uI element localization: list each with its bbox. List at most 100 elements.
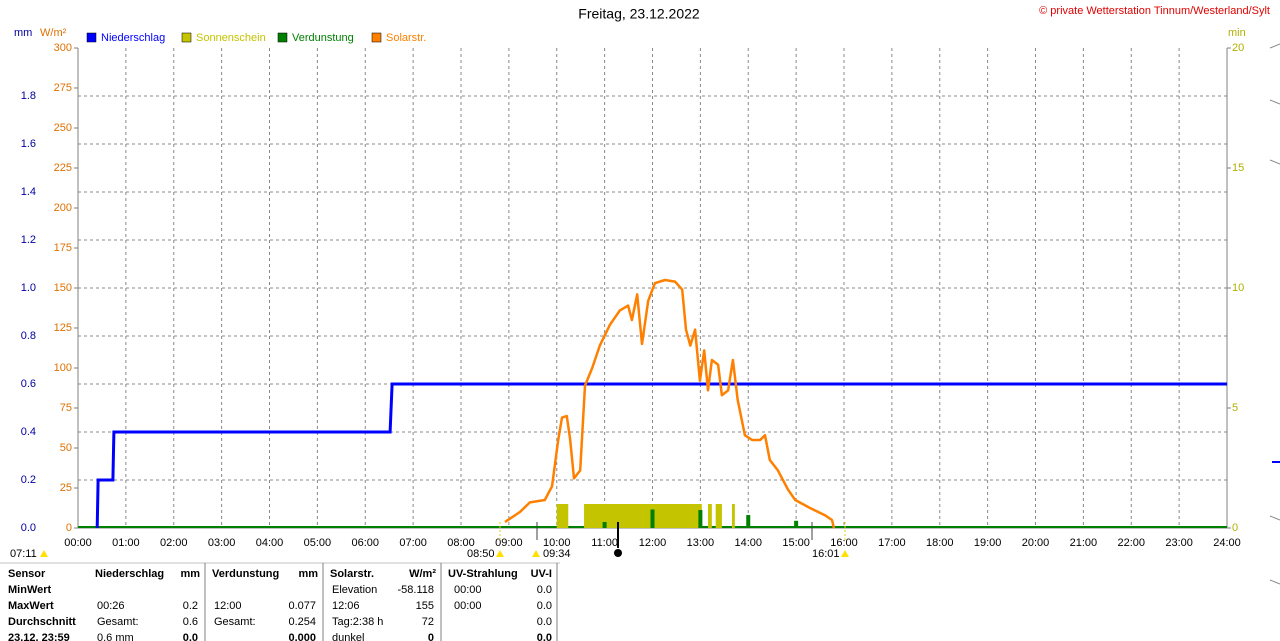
y3-tick-label: 10 [1232,282,1244,294]
table-header-unit: mm [180,568,200,580]
y2-tick-label: 1.2 [21,234,36,246]
table-header-unit: mm [298,568,318,580]
sunshine-bar [556,504,569,528]
row-label: MinWert [8,584,52,596]
cell-text: dunkel [332,632,364,641]
x-tick-label: 09:00 [495,537,523,549]
y3-tick-label: 15 [1232,162,1244,174]
x-tick-label: 16:00 [830,537,858,549]
cell-text: 12:00 [214,600,242,612]
y-tick-label: 25 [60,482,72,494]
y-tick-label: 50 [60,442,72,454]
table-header: Niederschlag [95,568,164,580]
cell-value: 0.0 [537,584,552,596]
evaporation-spike [746,515,751,528]
x-tick-label: 05:00 [304,537,332,549]
y2-tick-label: 0.0 [21,522,36,534]
copyright: © private Wetterstation Tinnum/Westerlan… [1039,5,1270,17]
legend-swatch [277,32,288,43]
solar-noon [614,549,622,557]
side-tick [1269,43,1280,49]
cell-text: 00:26 [97,600,125,612]
row-label: Durchschnitt [8,616,76,628]
x-tick-label: 21:00 [1070,537,1098,549]
sun-marker [532,550,540,557]
table-header-unit: W/m² [409,568,436,580]
y-tick-label: 100 [54,362,72,374]
x-tick-label: 14:00 [734,537,762,549]
y3-tick-label: 0 [1232,522,1238,534]
sunshine-bar [584,504,702,528]
cell-text: Elevation [332,584,377,596]
sunshine-bar [731,504,735,528]
y2-tick-label: 0.8 [21,330,36,342]
y2-tick-label: 0.4 [21,426,36,438]
x-tick-label: 10:00 [543,537,571,549]
x-tick-label: 23:00 [1165,537,1193,549]
cell-text: Gesamt: [97,616,139,628]
y-tick-label: 150 [54,282,72,294]
cell-value: 0.0 [183,632,198,641]
cell-value: 0.000 [288,632,316,641]
side-tick [1269,159,1280,165]
cell-text: 0.6 mm [97,632,134,641]
x-tick-label: 07:00 [399,537,427,549]
x-tick-label: 03:00 [208,537,236,549]
cell-value: -58.118 [398,584,435,596]
cell-value: 0.254 [288,616,316,628]
row-label: 23.12. 23:59 [8,632,70,641]
y-tick-label: 125 [54,322,72,334]
cell-value: 0.0 [537,632,552,641]
sun-marker [40,550,48,557]
y-tick-label: 75 [60,402,72,414]
side-tick [1269,579,1280,585]
x-tick-label: 22:00 [1117,537,1145,549]
y-axis-label: W/m² [40,27,67,39]
x-tick-label: 00:00 [64,537,92,549]
y3-tick-label: 20 [1232,42,1244,54]
evaporation-spike [650,509,655,528]
table-header-unit: UV-I [531,568,552,580]
y-tick-label: 300 [54,42,72,54]
y2-tick-label: 1.0 [21,282,36,294]
y2-tick-label: 1.6 [21,138,36,150]
cell-value: 72 [422,616,434,628]
y-tick-label: 275 [54,82,72,94]
cell-value: 0 [428,632,434,641]
table-header: Verdunstung [212,568,279,580]
legend-swatch [181,32,192,43]
sun-annotation: 16:01 [812,548,840,560]
y2-tick-label: 0.6 [21,378,36,390]
cell-value: 0.2 [183,600,198,612]
y2-tick-label: 1.4 [21,186,36,198]
y2-tick-label: 1.8 [21,90,36,102]
x-tick-label: 24:00 [1213,537,1241,549]
x-tick-label: 18:00 [926,537,954,549]
y-tick-label: 175 [54,242,72,254]
sun-marker [496,550,504,557]
sunshine-bar [715,504,722,528]
x-tick-label: 04:00 [256,537,284,549]
cell-text: 12:06 [332,600,360,612]
cell-value: 0.077 [288,600,316,612]
sun-annotation: 07:11 [10,548,37,560]
cell-value: 0.6 [183,616,198,628]
x-tick-label: 15:00 [782,537,810,549]
sunshine-bar [708,504,712,528]
sun-marker [841,550,849,557]
legend-swatch [86,32,97,43]
x-tick-label: 06:00 [351,537,379,549]
legend-label: Verdunstung [292,32,354,44]
sun-annotation: 09:34 [543,548,571,560]
cell-text: 00:00 [454,584,482,596]
legend-swatch [371,32,382,43]
y2-axis-label: mm [14,27,32,39]
sun-annotation: 08:50 [467,548,495,560]
cell-text: Tag:2:38 h [332,616,383,628]
evaporation-spike [794,520,799,528]
legend-label: Sonnenschein [196,32,266,44]
x-tick-label: 02:00 [160,537,188,549]
side-tick [1269,515,1280,521]
